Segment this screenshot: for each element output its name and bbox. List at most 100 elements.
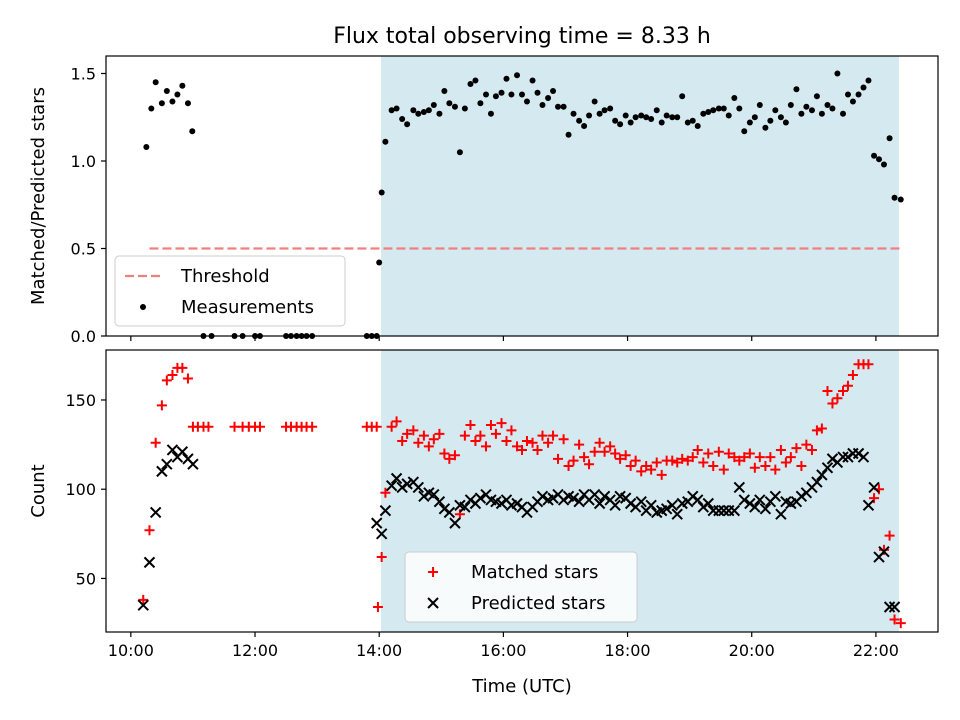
top-data-point [891,194,898,201]
top-data-point [607,105,614,112]
bottom-axes-frame [105,349,939,633]
bottom-data-point [811,476,823,488]
bottom-data-point [167,369,178,380]
bottom-data-point [412,481,425,494]
top-data-point [586,112,593,119]
top-data-point [492,93,499,100]
top-data-point [813,93,820,100]
bottom-data-point [883,601,896,613]
bottom-data-point [605,441,616,452]
bottom-data-point [801,439,812,450]
top-data-point [508,91,515,98]
bottom-y-tick-label: 100 [65,480,96,499]
top-data-point [679,93,686,100]
top-data-point [880,161,887,168]
bottom-data-point [449,450,460,461]
bottom-data-point [390,472,403,485]
top-data-point [849,98,856,105]
top-data-point [467,81,474,87]
bottom-data-point [811,425,822,436]
bottom-data-point [589,446,600,457]
top-data-point [487,110,494,117]
bottom-data-point [660,503,673,515]
bottom-data-point [635,496,647,508]
top-data-point [787,102,794,108]
bottom-data-point [443,506,456,519]
top-data-point [824,102,831,108]
bottom-data-point [645,499,657,511]
bottom-data-point [769,490,782,503]
top-y-axis-label: Matched/Predicted stars [28,87,49,305]
top-data-point [410,107,417,114]
bottom-data-point [433,496,446,508]
bottom-data-point [187,458,199,470]
bottom-data-point [785,452,796,463]
top-data-point [565,131,572,138]
top-data-point [648,116,655,122]
bottom-data-point [759,503,772,515]
top-data-point [612,117,619,124]
top-data-point [399,116,406,122]
legend-label: Matched stars [471,562,598,583]
bottom-data-point [702,497,714,510]
legend-marker-plus [428,567,439,577]
legend-marker-dot [140,304,146,310]
top-data-point [886,135,893,142]
top-data-point [684,119,691,126]
top-data-point [179,82,186,89]
bottom-y-tick-label: 50 [76,569,96,588]
bottom-data-point [386,421,397,432]
bottom-data-point [376,552,387,563]
top-data-point [523,98,530,105]
bottom-data-point [156,400,167,411]
top-data-point [876,156,883,163]
bottom-data-point [496,418,507,429]
top-data-point [550,88,557,94]
bottom-data-point [692,444,703,455]
bottom-data-point [837,451,849,463]
bottom-data-point [372,602,383,613]
bottom-data-point [470,436,481,447]
top-data-point [169,98,176,105]
top-data-point [746,119,753,126]
bottom-data-point [143,556,156,569]
bottom-data-point [847,369,858,380]
bottom-data-point [651,457,662,468]
top-data-point [446,100,453,107]
top-data-point [430,102,437,108]
bottom-data-point [862,499,875,511]
bottom-data-point [428,434,439,445]
top-data-point [163,88,170,94]
bottom-data-point [868,481,880,494]
top-data-point [519,91,525,98]
bottom-data-point [397,436,408,447]
bottom-data-point [832,393,843,404]
top-data-point [762,124,769,131]
top-data-point [829,105,836,112]
chart-title: Flux total observing time = 8.33 h [333,24,711,49]
bottom-data-point [733,481,746,494]
top-data-point [534,89,541,96]
legend-label: Threshold [180,266,270,287]
bottom-data-point [598,490,611,503]
top-data-point [834,70,841,77]
top-data-point [441,88,448,94]
bottom-data-point [749,462,760,473]
bottom-data-point [698,457,709,468]
top-data-point [855,91,862,98]
bottom-data-point [609,499,621,511]
bottom-data-point [413,437,424,448]
top-data-point [751,114,758,121]
top-data-point [756,102,763,108]
x-tick-label: 10:00 [108,641,154,660]
bottom-data-point [718,504,730,517]
bottom-data-point [838,386,849,397]
top-data-point [555,103,562,110]
top-data-point [777,114,784,121]
top-data-point [539,102,546,108]
x-tick-label: 18:00 [604,641,650,660]
top-data-point [865,77,872,84]
bottom-series-x [137,444,901,613]
bottom-data-point [408,425,419,436]
